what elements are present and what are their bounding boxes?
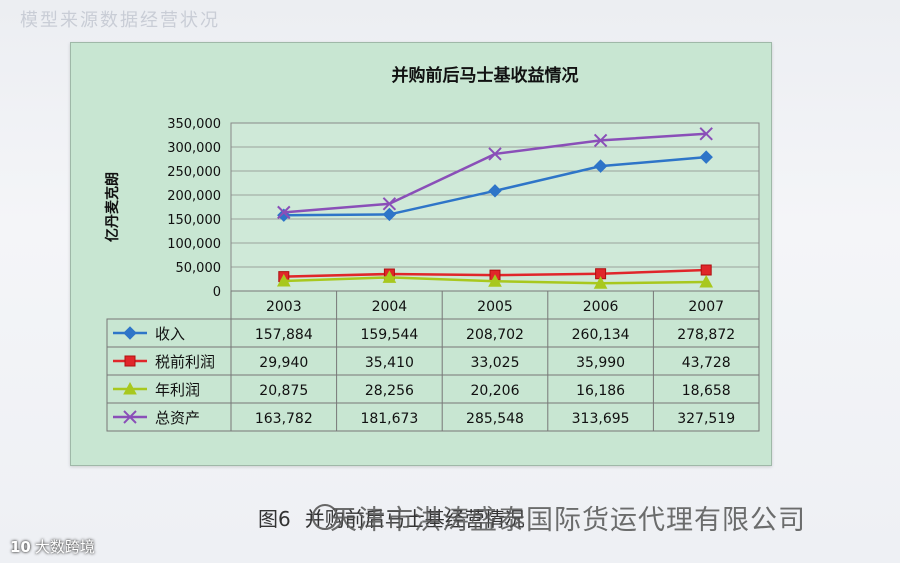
data-point [593, 159, 608, 173]
data-point [276, 273, 291, 287]
x-tick-label: 2007 [688, 299, 724, 315]
wechat-icon [312, 504, 338, 530]
y-tick-label: 100,000 [167, 237, 221, 252]
y-tick-label: 250,000 [167, 165, 221, 180]
data-point [700, 264, 712, 276]
data-point [488, 184, 502, 198]
chart-title: 并购前后马士基收益情况 [392, 65, 579, 86]
data-point [699, 150, 713, 164]
x-tick-label: 2003 [266, 299, 302, 315]
data-point [382, 270, 397, 283]
logo-mark: 10 [10, 538, 31, 556]
legend-marker [123, 410, 137, 424]
data-table-value: 159,544 [360, 327, 418, 343]
y-tick-label: 50,000 [176, 261, 222, 276]
legend-label: 收入 [155, 325, 185, 343]
data-table-value: 16,186 [576, 383, 625, 399]
data-point [699, 274, 714, 288]
data-table-value: 157,884 [255, 327, 313, 343]
legend-label: 税前利润 [155, 353, 215, 371]
data-point [488, 147, 502, 161]
data-point [277, 205, 291, 220]
legend-label: 年利润 [155, 381, 200, 399]
data-table-value: 43,728 [682, 355, 731, 371]
data-table-value: 18,658 [682, 383, 731, 399]
data-table-value: 35,410 [365, 355, 414, 371]
y-axis-label: 亿丹麦克朗 [104, 172, 121, 242]
data-point [699, 127, 713, 141]
chart-panel: 并购前后马士基收益情况亿丹麦克朗 350,000 300,000 250,000 200… [70, 42, 772, 466]
y-tick-label: 200,000 [167, 189, 221, 204]
watermark-text: 天津市洪涛盛泰国际货运代理有限公司 [330, 505, 806, 536]
legend-marker [124, 355, 136, 367]
data-table-value: 20,206 [471, 383, 520, 399]
data-table-value: 208,702 [466, 327, 524, 343]
data-table-value: 35,990 [576, 355, 625, 371]
data-table-value: 327,519 [677, 411, 735, 427]
legend-marker [123, 381, 137, 395]
bottom-logo: 10 大数跨境 [10, 536, 95, 557]
y-tick-label: 350,000 [167, 117, 221, 132]
figure-caption: 图6 并购前后马士基经营情况 [258, 503, 525, 532]
data-table-value: 285,548 [466, 411, 524, 427]
figure-number: 图6 [258, 507, 291, 531]
data-table-value: 163,782 [255, 411, 313, 427]
data-table-value: 181,673 [360, 411, 418, 427]
data-point [382, 207, 397, 222]
y-tick-label: 150,000 [167, 213, 221, 228]
data-table-value: 33,025 [471, 355, 520, 371]
data-point [382, 197, 397, 211]
data-table-value: 20,875 [259, 383, 308, 399]
data-table-value: 29,940 [259, 355, 308, 371]
y-tick-label: 0 [213, 285, 221, 300]
legend-marker [123, 326, 137, 340]
x-tick-label: 2006 [583, 299, 619, 315]
legend-label: 总资产 [155, 409, 200, 427]
logo-text: 大数跨境 [34, 538, 95, 556]
y-tick-label: 300,000 [167, 141, 221, 156]
data-table-value: 260,134 [572, 327, 630, 343]
data-table-value: 313,695 [572, 411, 630, 427]
x-tick-label: 2004 [372, 299, 408, 315]
plot-area [230, 122, 760, 292]
data-point [593, 133, 608, 148]
data-point [593, 276, 608, 289]
figure-caption-text: 并购前后马士基经营情况 [304, 507, 525, 531]
data-table-value: 278,872 [677, 327, 735, 343]
x-tick-label: 2005 [477, 299, 513, 315]
faded-page-text: 模型来源数据经营状况 [20, 10, 220, 31]
data-table-value: 28,256 [365, 383, 414, 399]
data-point [488, 274, 502, 287]
